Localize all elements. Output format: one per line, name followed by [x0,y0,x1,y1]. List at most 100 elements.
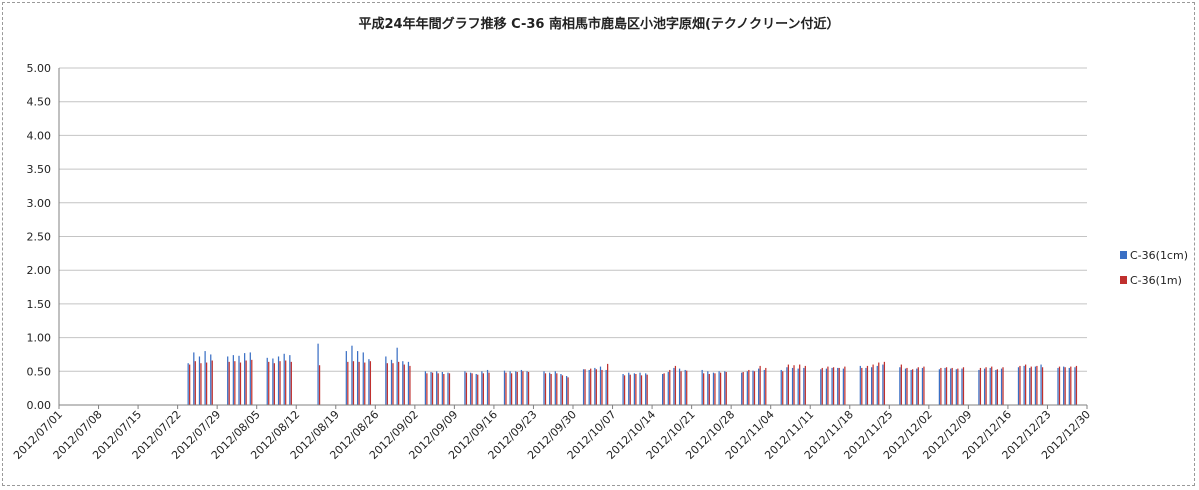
bar [985,367,987,405]
bar [1017,367,1020,405]
bar [594,367,596,405]
bar [996,369,998,405]
bar [424,371,427,405]
bar [983,368,986,405]
bar [193,352,195,405]
bar [268,361,270,405]
bar [752,370,754,405]
bar [782,371,784,405]
bar [285,360,287,405]
bar [595,369,597,405]
bar [951,367,953,405]
bar [680,371,682,405]
bar [663,373,665,405]
bar [876,365,878,405]
bar [279,361,281,405]
bar [635,373,637,405]
bar [714,373,716,405]
bar [1058,366,1061,405]
bar [837,367,839,405]
legend: C-36(1cm) C-36(1m) [1120,249,1188,287]
bar [283,353,285,405]
bar [821,367,823,405]
bar [955,369,957,405]
bar [369,361,372,405]
bar [431,372,434,405]
bar [549,372,551,405]
bar [917,367,919,405]
bar [944,367,946,405]
bar [718,371,720,405]
bar [556,373,558,405]
bar [345,351,347,405]
bar [748,369,750,405]
bar [205,362,208,405]
bar [866,365,869,405]
bar [509,371,511,405]
bar [527,371,530,405]
bar [447,372,449,405]
bar [251,359,253,405]
bar [482,373,484,405]
bar [882,364,884,405]
bar [799,364,801,405]
bar [899,367,901,405]
bar [210,354,212,405]
bar [639,372,641,405]
bar [667,371,669,405]
bar [991,366,993,405]
bar [426,373,428,405]
bar [827,366,829,405]
bar [673,367,675,405]
bar [923,366,925,405]
bar [1029,367,1031,405]
bar-layer [187,343,1078,405]
bar [448,373,451,405]
y-tick-label: 3.50 [27,163,52,176]
bar [900,364,902,405]
bar [396,347,398,405]
legend-swatch [1120,251,1127,259]
bar [1041,367,1044,405]
bar [708,373,710,405]
bar [565,376,568,405]
bar [358,361,360,405]
bar [1023,365,1025,405]
bar [1002,367,1004,405]
bar [979,367,982,405]
bar [838,367,840,405]
bar [239,362,242,405]
bar [961,368,963,405]
bar [481,371,483,405]
bar [989,367,991,405]
bar [832,367,835,405]
grid-layer [59,67,1087,372]
bar [567,377,569,405]
bar [878,362,880,405]
bar [390,359,393,405]
bar [684,369,686,405]
bar [317,343,319,405]
bar [204,351,206,405]
bar [352,361,355,405]
bar [471,373,473,405]
bar [194,361,196,405]
bar [550,373,552,405]
bar [526,371,528,405]
bar [228,361,230,405]
bar [623,375,626,405]
bar [318,365,321,405]
bar [622,373,624,405]
bar [1075,365,1078,405]
bar [759,365,761,405]
bar [200,363,202,405]
bar [189,364,191,405]
bar [870,367,873,405]
bar [746,371,748,405]
bar [633,373,636,405]
bar [1000,368,1003,405]
bar [510,373,513,405]
legend-swatch [1120,276,1127,284]
bar [872,364,874,405]
bar [403,364,405,405]
